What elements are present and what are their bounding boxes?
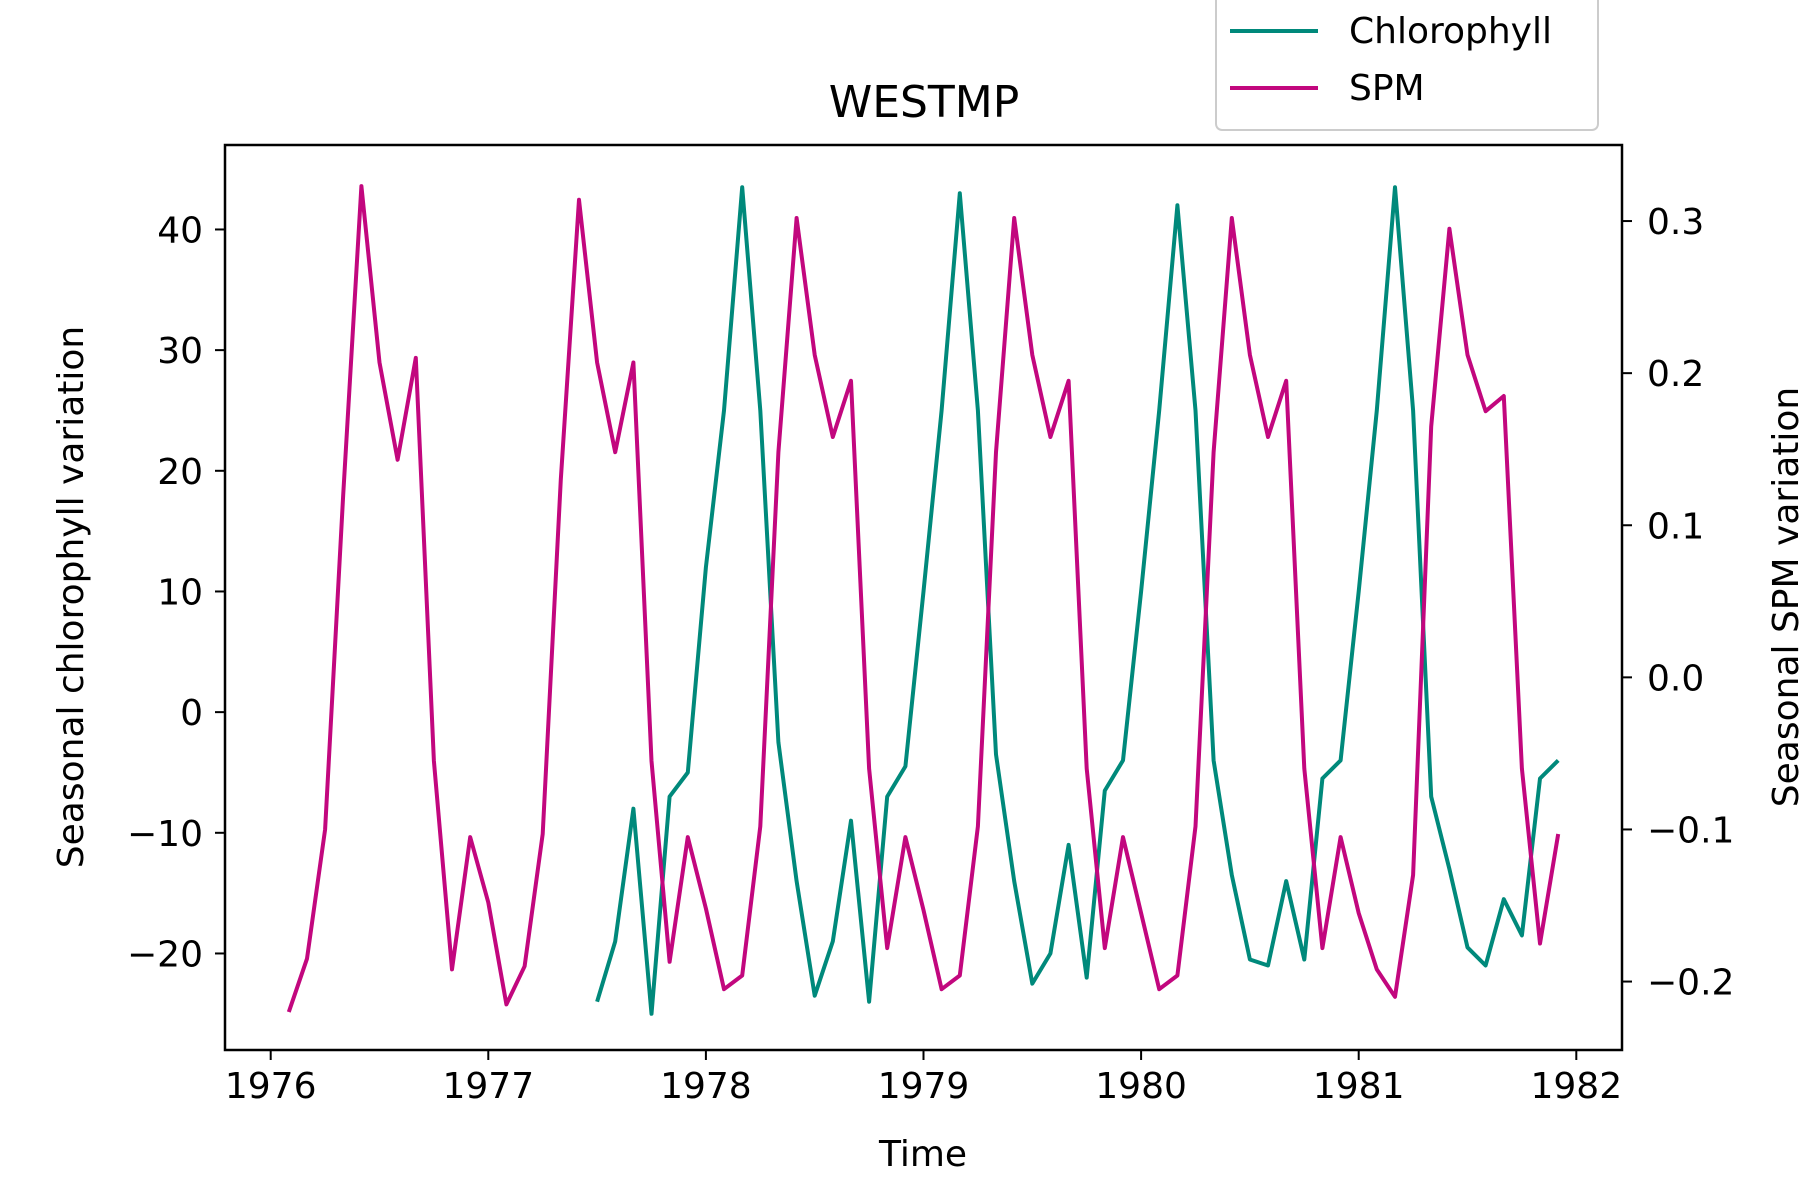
y-left-tick-label: 20 <box>157 452 203 493</box>
y-right-tick-label: 0.3 <box>1647 202 1704 243</box>
axes-layer: 1976 1977 1978 1979 1980 1981 1982 −20 −10 0 10 20 3… <box>127 202 1734 1107</box>
plot-frame <box>223 143 1624 1052</box>
y-left-tick-label: 30 <box>157 331 203 372</box>
y-left-tick-label: 10 <box>157 572 203 613</box>
x-axis-title: Time <box>878 1134 967 1175</box>
x-tick-label: 1979 <box>878 1066 970 1107</box>
y-left-tick-label: 40 <box>157 210 203 251</box>
x-tick-label: 1982 <box>1530 1066 1622 1107</box>
y-axis-right-title: Seasonal SPM variation <box>1766 387 1800 807</box>
x-tick-label: 1981 <box>1313 1066 1405 1107</box>
y-right-tick-label: 0.2 <box>1647 354 1704 395</box>
y-right-tick-label: 0.0 <box>1647 658 1704 699</box>
y-right-tick-label: 0.1 <box>1647 506 1704 547</box>
y-right-tick-label: −0.2 <box>1647 963 1734 1004</box>
series-line-chlorophyll <box>595 185 1560 1016</box>
y-left-tick-label: −20 <box>127 934 203 975</box>
x-tick-label: 1977 <box>442 1066 534 1107</box>
chart-title: WESTMP <box>829 77 1020 128</box>
x-tick-label: 1976 <box>225 1066 317 1107</box>
y-left-tick-label: −10 <box>127 814 203 855</box>
legend: Chlorophyll SPM <box>1215 0 1599 131</box>
y-left-tick-label: 0 <box>180 693 203 734</box>
y-axis-left-title: Seasonal chlorophyll variation <box>51 326 92 868</box>
x-tick-label: 1978 <box>660 1066 752 1107</box>
x-tick-label: 1980 <box>1095 1066 1187 1107</box>
legend-label-spm: SPM <box>1349 68 1425 109</box>
y-right-tick-label: −0.1 <box>1647 810 1734 851</box>
series-line-spm <box>286 184 1561 1013</box>
legend-label-chlorophyll: Chlorophyll <box>1349 11 1552 52</box>
series-layer <box>286 184 1561 1016</box>
